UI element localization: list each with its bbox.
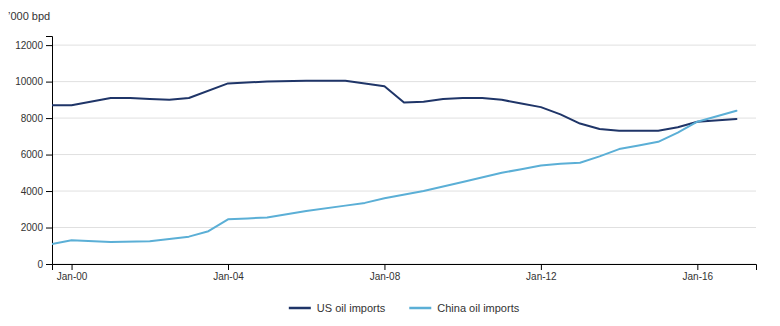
x-tick-mark	[541, 264, 542, 270]
x-axis-line	[53, 265, 757, 271]
y-axis-label: ’000 bpd	[8, 10, 50, 22]
legend: US oil imports China oil imports	[289, 302, 520, 314]
y-tick-label: 4000	[21, 186, 44, 197]
grid-line	[52, 81, 756, 82]
legend-label: China oil imports	[437, 302, 519, 314]
y-tick-label: 2000	[21, 222, 44, 233]
y-tick: 2000	[21, 222, 52, 233]
legend-item: China oil imports	[409, 302, 519, 314]
x-tick-label: Jan-08	[370, 271, 401, 282]
x-tick-mark	[72, 264, 73, 270]
x-tick: Jan-12	[526, 264, 557, 282]
y-axis: 0 2000 4000 6000 8000 10000 12000	[15, 37, 52, 270]
legend-swatch	[289, 307, 311, 310]
y-tick-mark	[46, 82, 52, 83]
y-tick: 4000	[21, 186, 52, 197]
y-tick-mark	[46, 45, 52, 46]
y-tick-label: 0	[37, 259, 43, 270]
y-tick-label: 6000	[21, 149, 44, 160]
y-tick-label: 10000	[15, 76, 43, 87]
y-tick-mark	[46, 155, 52, 156]
y-tick: 10000	[15, 76, 52, 87]
grid-line	[52, 154, 756, 155]
legend-swatch	[409, 307, 431, 310]
x-axis: Jan-00 Jan-04 Jan-08 Jan-12 Jan-16	[53, 264, 757, 282]
x-tick-label: Jan-04	[213, 271, 244, 282]
x-tick: Jan-16	[683, 264, 714, 282]
x-tick-label: Jan-16	[683, 271, 714, 282]
x-tick: Jan-00	[57, 264, 88, 282]
x-tick-label: Jan-12	[526, 271, 557, 282]
y-tick-label: 12000	[15, 40, 43, 51]
y-tick-mark	[46, 118, 52, 119]
y-tick: 8000	[21, 113, 52, 124]
x-tick: Jan-08	[370, 264, 401, 282]
series-line	[52, 111, 736, 244]
legend-label: US oil imports	[317, 302, 386, 314]
plot: Jan-00 Jan-04 Jan-08 Jan-12 Jan-16 0 2000 4000 6…	[8, 10, 757, 282]
grid-line	[52, 45, 756, 46]
x-tick-mark	[384, 264, 385, 270]
y-axis-line	[46, 37, 53, 265]
x-tick-mark	[228, 264, 229, 270]
lines	[52, 81, 736, 244]
x-tick-mark	[697, 264, 698, 270]
x-tick: Jan-04	[213, 264, 244, 282]
y-tick: 12000	[15, 40, 52, 51]
y-tick-label: 8000	[21, 113, 44, 124]
grid-line	[52, 191, 756, 192]
grid-line	[52, 118, 756, 119]
y-tick: 0	[37, 259, 52, 270]
x-tick-label: Jan-00	[57, 271, 88, 282]
grid	[52, 45, 756, 264]
y-tick: 6000	[21, 149, 52, 160]
series-line	[52, 81, 736, 131]
y-tick-mark	[46, 191, 52, 192]
y-tick-mark	[46, 228, 52, 229]
grid-line	[52, 227, 756, 228]
chart: Jan-00 Jan-04 Jan-08 Jan-12 Jan-16 0 2000 4000 6…	[0, 0, 780, 326]
legend-item: US oil imports	[289, 302, 386, 314]
y-tick-mark	[46, 264, 52, 265]
